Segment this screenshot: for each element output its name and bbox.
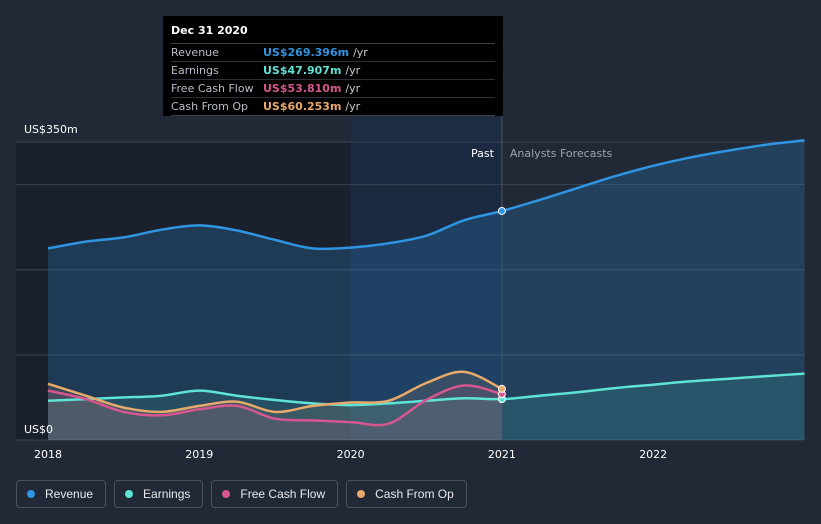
series-area-revenue <box>48 140 805 441</box>
past-label: Past <box>471 147 495 160</box>
tooltip-label: Cash From Op <box>171 100 249 113</box>
past-highlight-region <box>16 112 502 440</box>
x-tick-label: 2021 <box>488 448 516 461</box>
legend-label: Free Cash Flow <box>240 487 326 501</box>
cash-from-op-dot-icon <box>357 490 366 498</box>
tooltip-row-earnings: Earnings US$47.907m /yr <box>171 63 495 80</box>
grid-lines <box>16 141 805 441</box>
marker-cash-from-op <box>497 384 506 393</box>
highlight-band <box>350 112 502 440</box>
earnings-dot-icon <box>125 490 134 498</box>
series-line-revenue <box>47 139 805 251</box>
tooltip-row-cash-from-op: Cash From Op US$60.253m /yr <box>171 99 495 116</box>
tooltip-unit: /yr <box>345 64 361 77</box>
tooltip-label: Free Cash Flow <box>171 82 254 95</box>
tooltip-label: Revenue <box>171 46 219 59</box>
legend-label: Earnings <box>143 487 191 501</box>
x-tick-label: 2020 <box>337 448 365 461</box>
forecast-label: Analysts Forecasts <box>510 147 613 160</box>
tooltip-unit: /yr <box>345 82 361 95</box>
series-lines <box>47 139 805 427</box>
tooltip-unit: /yr <box>345 100 361 113</box>
divider-markers <box>497 112 506 440</box>
series-line-cash-from-op <box>47 370 503 414</box>
series-line-free-cash-flow <box>47 384 503 427</box>
legend-label: Cash From Op <box>375 487 454 501</box>
tooltip-date: Dec 31 2020 <box>171 24 495 44</box>
marker-revenue <box>497 206 506 215</box>
x-tick-label: 2018 <box>34 448 62 461</box>
legend-item-cash-from-op[interactable]: Cash From Op <box>346 480 467 508</box>
legend-item-revenue[interactable]: Revenue <box>16 480 107 508</box>
axis-labels: US$350m US$0 2018 2019 2020 2021 2022 Past Analy… <box>24 123 667 461</box>
legend-item-free-cash-flow[interactable]: Free Cash Flow <box>211 480 339 508</box>
chart-legend: Revenue Earnings Free Cash Flow Cash Fro… <box>16 480 467 508</box>
x-tick-label: 2022 <box>639 448 667 461</box>
x-tick-label: 2019 <box>185 448 213 461</box>
series-area-earnings <box>48 373 805 440</box>
tooltip-value: US$53.810m <box>263 82 342 95</box>
tooltip-row-free-cash-flow: Free Cash Flow US$53.810m /yr <box>171 81 495 98</box>
legend-label: Revenue <box>45 487 94 501</box>
tooltip-unit: /yr <box>353 46 368 59</box>
series-areas <box>48 140 805 441</box>
tooltip-value: US$47.907m <box>263 64 342 77</box>
tooltip-value: US$269.396m <box>263 46 350 59</box>
series-area-free-cash-flow <box>48 385 502 440</box>
tooltip-value: US$60.253m <box>263 100 342 113</box>
tooltip-label: Earnings <box>171 64 219 77</box>
revenue-dot-icon <box>27 490 35 498</box>
free-cash-flow-dot-icon <box>222 490 231 498</box>
tooltip-row-revenue: Revenue US$269.396m /yr <box>171 45 495 62</box>
chart-tooltip: Dec 31 2020 Revenue US$269.396m /yr Earn… <box>163 16 503 116</box>
y-axis-bottom-label: US$0 <box>24 423 53 436</box>
y-axis-top-label: US$350m <box>24 123 78 136</box>
legend-item-earnings[interactable]: Earnings <box>114 480 204 508</box>
